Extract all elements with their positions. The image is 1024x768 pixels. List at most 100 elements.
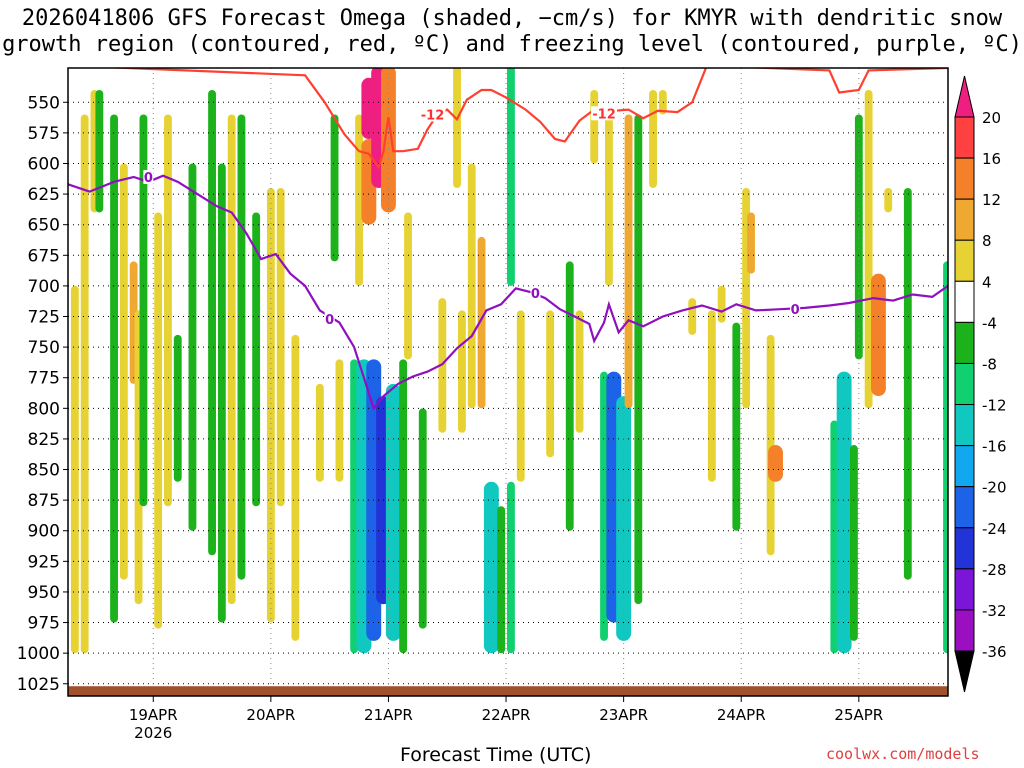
contour-label-bg (591, 106, 618, 121)
omega-cell (870, 273, 886, 397)
dgz-minus12-contour (99, 68, 948, 170)
omega-cell (854, 114, 863, 360)
colorbar-label: 8 (982, 232, 992, 250)
omega-cell (624, 114, 633, 409)
colorbar-label: -8 (982, 355, 997, 373)
colorbar-label: 16 (982, 150, 1001, 168)
x-axis-label: Forecast Time (UTC) (400, 744, 592, 766)
plot-frame (67, 67, 949, 697)
omega-cell (418, 408, 427, 629)
contour-label: -12 (592, 107, 616, 122)
colorbar-label: -24 (982, 520, 1007, 538)
grid-layer (68, 68, 948, 696)
y-tick-label: 1000 (17, 644, 60, 664)
omega-cell (658, 90, 667, 115)
omega-shading-layer (70, 68, 948, 654)
omega-cell (546, 310, 555, 458)
colorbar-segment (954, 157, 975, 200)
contour-label: -12 (421, 109, 445, 124)
y-tick-label: 675 (28, 246, 60, 266)
omega-cell (80, 114, 89, 654)
x-tick-label: 23APR (599, 706, 648, 724)
y-tick-label: 625 (28, 185, 60, 205)
colorbar-bottom-arrow (954, 650, 975, 693)
y-tick-label: 575 (28, 124, 60, 144)
omega-cell (565, 261, 574, 531)
x-tick-label: 21APR (364, 706, 413, 724)
contour-label: 0 (791, 303, 800, 318)
omega-cell (188, 163, 197, 531)
omega-cell (688, 298, 697, 335)
y-tick-label: 725 (28, 308, 60, 328)
watermark: coolwx.com/models (826, 745, 980, 763)
omega-cell (884, 187, 893, 213)
omega-cell (634, 114, 643, 605)
omega-cell (830, 420, 839, 654)
freezing-level-contour (68, 174, 948, 411)
omega-cell (717, 285, 726, 323)
omega-cell (575, 310, 584, 433)
omega-cell (732, 322, 741, 531)
omega-cell (276, 187, 285, 507)
omega-cell (173, 334, 182, 482)
colorbar-segment (954, 527, 975, 570)
omega-cell (70, 285, 79, 654)
contour-label-bg (419, 107, 446, 122)
omega-cell (483, 481, 499, 654)
contour-label: 0 (531, 287, 540, 302)
colorbar-label: 12 (982, 191, 1001, 209)
contour-layer: -12 -12 0 0 0 0 (68, 68, 948, 411)
terrain-layer (68, 686, 948, 696)
omega-cell (453, 68, 461, 188)
colorbar-segment (954, 362, 975, 406)
y-tick-label: 925 (28, 552, 60, 572)
omega-cell (507, 68, 515, 286)
omega-cell (291, 334, 300, 641)
y-tick-label: 975 (28, 614, 60, 634)
x-tick-label: 24APR (717, 706, 766, 724)
colorbar-label: -20 (982, 479, 1007, 497)
contour-label: 0 (325, 313, 334, 328)
colorbar-label: -36 (982, 643, 1007, 661)
omega-cell (110, 114, 118, 623)
omega-cell (477, 236, 486, 409)
omega-cell (139, 114, 148, 507)
colorbar-segment (954, 280, 975, 323)
colorbar: 20 16 12 8 4 -4 -8 -12 -16 -20 -24 -28 -32 -36 (954, 75, 1007, 693)
x-tick-label: 19APR (129, 706, 178, 724)
omega-cell (154, 212, 163, 629)
colorbar-top-arrow (954, 75, 975, 118)
omega-cell (600, 371, 608, 641)
omega-cell (227, 114, 236, 605)
omega-cell (516, 310, 525, 482)
x-tick-label: 22APR (482, 706, 531, 724)
contour-label-bg (790, 302, 801, 317)
omega-cell (768, 445, 783, 482)
x-tick-label: 25APR (834, 706, 883, 724)
omega-cell (438, 298, 447, 433)
y-tick-label: 650 (28, 216, 60, 236)
colorbar-label: -4 (982, 314, 997, 332)
y-tick-label: 800 (28, 399, 60, 419)
y-tick-label: 875 (28, 491, 60, 511)
omega-cell (119, 163, 128, 580)
omega-cell (507, 481, 515, 654)
y-tick-label: 750 (28, 338, 60, 358)
y-tick-label: 950 (28, 583, 60, 603)
omega-cell (943, 261, 948, 654)
colorbar-segment (954, 568, 975, 611)
colorbar-label: -12 (982, 397, 1007, 415)
omega-cell (850, 445, 858, 641)
omega-cell (605, 114, 613, 286)
x-tick-sublabel: 2026 (134, 724, 172, 742)
omega-cell (217, 163, 226, 623)
colorbar-label: 20 (982, 109, 1001, 127)
colorbar-segment (954, 404, 975, 447)
omega-cell (864, 90, 873, 409)
y-tick-label: 700 (28, 277, 60, 297)
y-tick-label: 1025 (17, 675, 60, 695)
colorbar-segment (954, 198, 975, 241)
omega-cell (707, 310, 716, 482)
